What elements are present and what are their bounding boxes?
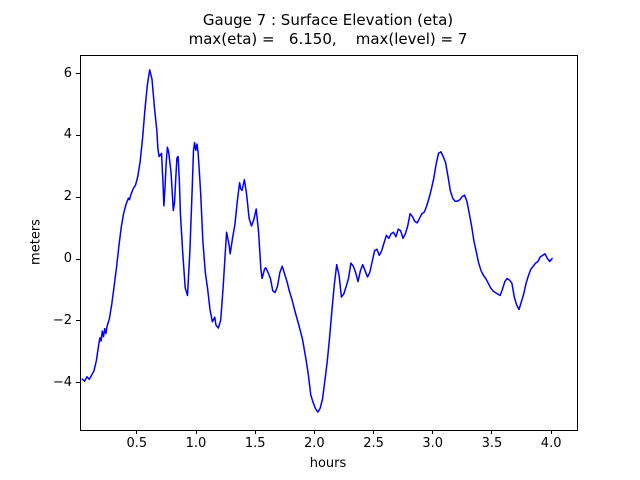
- y-tick-mark: [76, 73, 80, 75]
- y-tick-mark: [76, 134, 80, 136]
- y-tick-mark: [76, 196, 80, 198]
- x-tick-label: 2.5: [363, 436, 384, 451]
- y-tick-label: −2: [52, 312, 72, 328]
- x-tick-label: 3.5: [481, 436, 503, 451]
- plot-area: [80, 55, 578, 431]
- y-tick-label: −4: [52, 374, 72, 390]
- x-tick-mark: [491, 430, 493, 434]
- x-tick-label: 1.0: [185, 436, 207, 451]
- x-tick-mark: [373, 430, 375, 434]
- x-tick-mark: [195, 430, 197, 434]
- x-tick-label: 2.0: [304, 436, 325, 451]
- x-axis-label: hours: [309, 456, 347, 471]
- y-tick-label: 6: [63, 65, 72, 81]
- x-tick-mark: [136, 430, 138, 434]
- chart-title-line1: Gauge 7 : Surface Elevation (eta): [202, 11, 454, 29]
- chart-title-line2: max(eta) = 6.150, max(level) = 7: [188, 30, 468, 48]
- surface-elevation-line-chart: [81, 69, 553, 413]
- y-tick-mark: [76, 382, 80, 384]
- y-tick-label: 2: [63, 189, 72, 205]
- x-tick-mark: [432, 430, 434, 434]
- x-tick-label: 0.5: [126, 436, 148, 451]
- x-tick-label: 3.0: [422, 436, 444, 451]
- y-tick-mark: [76, 320, 80, 322]
- x-tick-mark: [550, 430, 552, 434]
- x-tick-mark: [254, 430, 256, 434]
- chart-title: Gauge 7 : Surface Elevation (eta) max(et…: [80, 11, 576, 49]
- y-tick-label: 4: [63, 127, 72, 143]
- x-tick-label: 4.0: [540, 436, 562, 451]
- x-tick-mark: [313, 430, 315, 434]
- x-tick-label: 1.5: [244, 436, 266, 451]
- y-tick-mark: [76, 258, 80, 260]
- y-tick-label: 0: [63, 251, 72, 266]
- eta-series-line: [81, 69, 553, 413]
